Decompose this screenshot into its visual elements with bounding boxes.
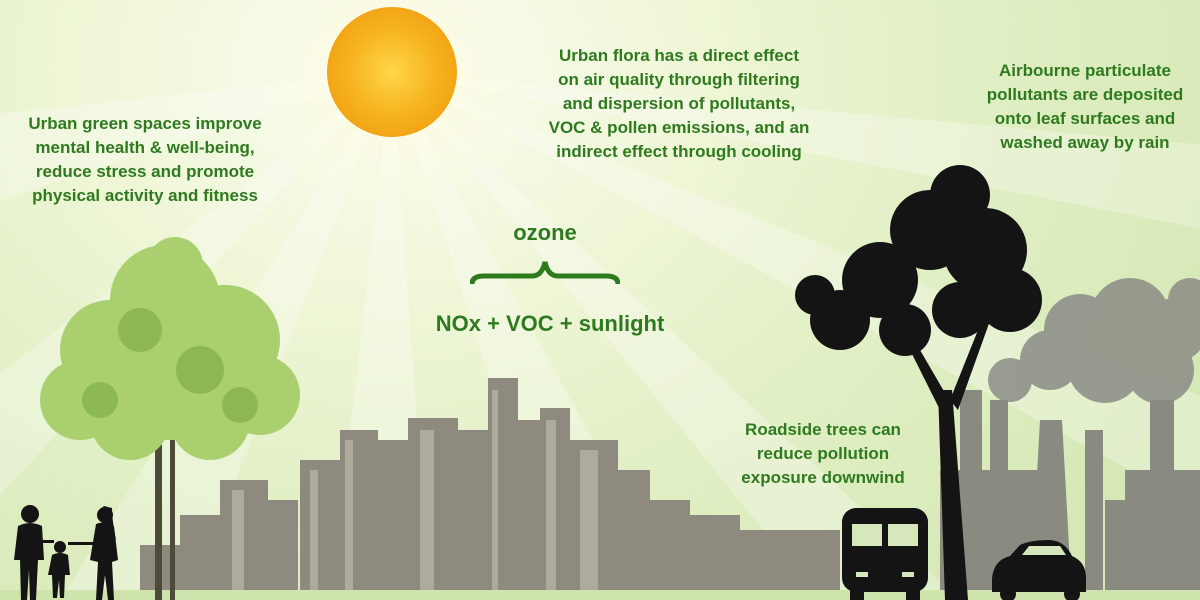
text-line: indirect effect through cooling (556, 142, 802, 161)
text-line: Urban green spaces improve (28, 114, 262, 133)
flora-effect-text: Urban flora has a direct effect on air q… (518, 44, 840, 164)
ozone-label: ozone (513, 220, 577, 245)
text-line: reduce stress and promote (35, 162, 255, 181)
text-line: Airbourne particulate (999, 61, 1171, 80)
text-line: exposure downwind (741, 468, 905, 487)
family-icon (14, 505, 118, 600)
text-line: Urban flora has a direct effect (559, 46, 799, 65)
text-line: washed away by rain (1000, 133, 1170, 152)
light-tree-icon (40, 237, 300, 600)
text-line: on air quality through filtering (558, 70, 800, 89)
bus-icon (842, 508, 928, 600)
text-line: physical activity and fitness (32, 186, 258, 205)
sun-icon (327, 7, 457, 137)
text-line: and dispersion of pollutants, (562, 94, 796, 113)
car-icon (992, 540, 1086, 600)
text-line: VOC & pollen emissions, and an (548, 118, 810, 137)
smoke-icon (988, 278, 1200, 404)
particulates-text: Airbourne particulate pollutants are dep… (960, 59, 1200, 155)
text-line: mental health & well-being, (35, 138, 255, 157)
ozone-formula: NOx + VOC + sunlight (435, 311, 665, 336)
roadside-trees-text: Roadside trees can reduce pollution expo… (718, 418, 928, 490)
text-line: pollutants are deposited (986, 85, 1184, 104)
green-spaces-text: Urban green spaces improve mental health… (14, 112, 276, 208)
city-skyline-icon (140, 378, 840, 600)
dark-tree-icon (795, 165, 1042, 600)
ozone-brace (470, 261, 620, 285)
text-line: reduce pollution (756, 444, 890, 463)
text-line: onto leaf surfaces and (994, 109, 1176, 128)
text-line: Roadside trees can (745, 420, 901, 439)
